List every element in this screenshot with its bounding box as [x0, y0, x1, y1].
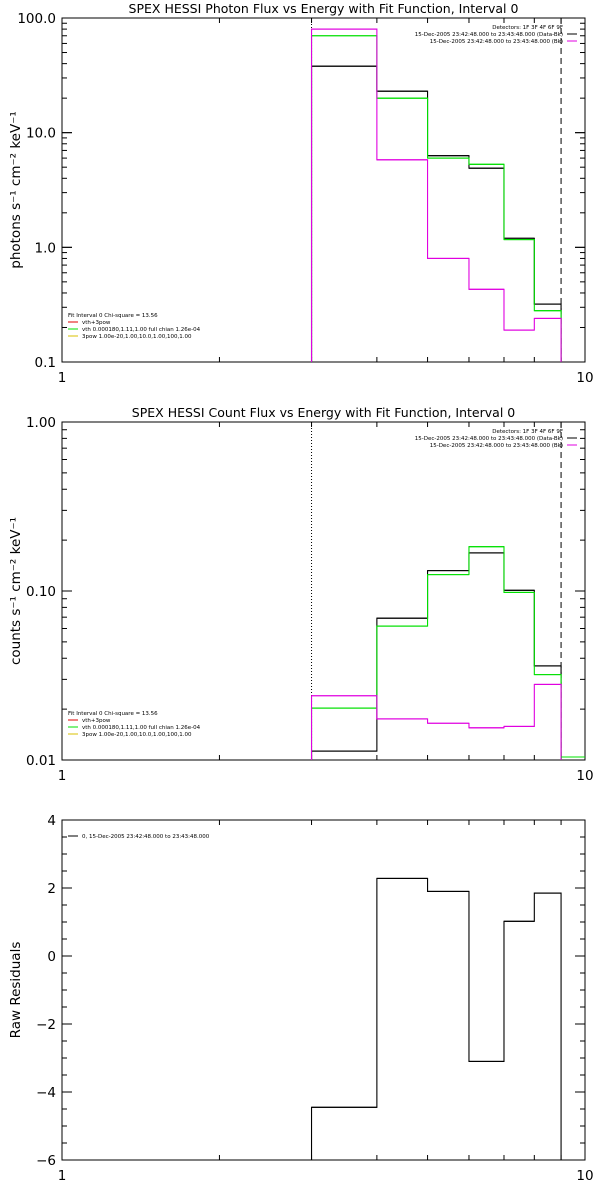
y-tick-label: 100.0: [17, 11, 56, 27]
legend-label: 0, 15-Dec-2005 23:42:48.000 to 23:43:48.…: [82, 834, 210, 840]
legend-label: Detectors: 1F 3F 4F 6F 9F: [492, 429, 563, 435]
legend-label: 15-Dec-2005 23:42:48.000 to 23:43:48.000…: [415, 32, 563, 38]
plot-frame: [61, 17, 586, 363]
legend-label: Fit Interval 0 Chi-square = 13.56: [68, 313, 158, 319]
legend-label: Detectors: 1F 3F 4F 6F 9F: [492, 25, 563, 31]
y-tick-label: 1.00: [26, 415, 56, 431]
series-bkg-histogram: [310, 683, 562, 760]
chart-panel-1: [61, 17, 586, 363]
y-tick-label: 2: [47, 881, 56, 897]
chart-title: SPEX HESSI Count Flux vs Energy with Fit…: [132, 405, 515, 420]
legend-label: 3pow 1.00e-20,1.00,10.0,1.00,100,1.00: [82, 732, 192, 738]
y-tick-label: 0.01: [26, 753, 56, 769]
y-tick-label: 0.10: [26, 584, 56, 600]
x-tick-label: 1: [58, 370, 67, 386]
legend-label: 15-Dec-2005 23:42:48.000 to 23:43:48.000…: [430, 443, 563, 449]
y-axis-title: counts s⁻¹ cm⁻² keV⁻¹: [8, 517, 24, 665]
y-tick-label: −4: [36, 1085, 56, 1101]
x-tick-label: 1: [58, 768, 67, 784]
chart-panel-3: [61, 819, 586, 1161]
y-tick-label: 4: [47, 813, 56, 829]
x-tick-label: 10: [576, 370, 593, 386]
y-tick-label: −2: [36, 1017, 56, 1033]
legend-label: vth 0.000180,1.11,1.00 full chian 1.26e-…: [82, 725, 201, 731]
legend-label: 15-Dec-2005 23:42:48.000 to 23:43:48.000…: [415, 436, 563, 442]
plot-frame: [61, 819, 586, 1161]
y-tick-label: 0.1: [35, 355, 56, 371]
legend-label: 15-Dec-2005 23:42:48.000 to 23:43:48.000…: [430, 39, 563, 45]
series-data-histogram: [310, 552, 562, 760]
chart-panel-2: [61, 421, 586, 761]
y-tick-label: −6: [36, 1153, 56, 1169]
x-tick-label: 10: [576, 768, 593, 784]
series-data-histogram: [310, 65, 562, 362]
series-model-histogram: [310, 35, 562, 362]
x-tick-label: 10: [576, 1168, 593, 1184]
y-tick-label: 0: [47, 949, 56, 965]
x-tick-label: 1: [58, 1168, 67, 1184]
plot-frame: [61, 421, 586, 761]
chart-title: SPEX HESSI Photon Flux vs Energy with Fi…: [129, 1, 519, 16]
legend-label: vth+3pow: [82, 718, 111, 724]
legend-label: vth+3pow: [82, 320, 111, 326]
series-data-histogram: [310, 877, 562, 1160]
y-tick-label: 1.0: [35, 240, 56, 256]
y-axis-title: photons s⁻¹ cm⁻² keV⁻¹: [8, 111, 24, 269]
legend-label: Fit Interval 0 Chi-square = 13.56: [68, 711, 158, 717]
y-axis-title: Raw Residuals: [8, 942, 24, 1039]
y-tick-label: 10.0: [26, 126, 56, 142]
legend-label: vth 0.000180,1.11,1.00 full chian 1.26e-…: [82, 327, 201, 333]
series-bkg-histogram: [310, 28, 562, 362]
legend-label: 3pow 1.00e-20,1.00,10.0,1.00,100,1.00: [82, 334, 192, 340]
series-model-histogram: [310, 546, 562, 760]
